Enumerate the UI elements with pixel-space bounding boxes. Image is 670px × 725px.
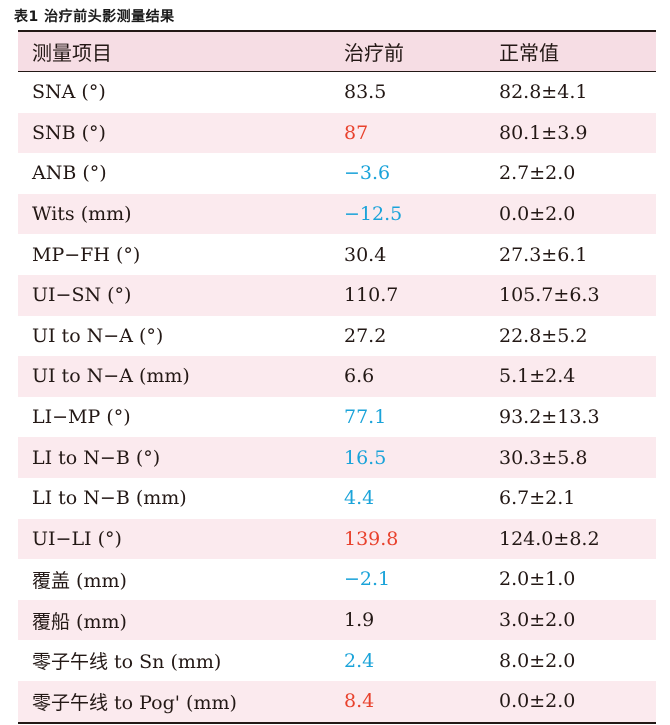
table-row: LI−MP (°) 77.1 93.2±13.3 xyxy=(18,396,656,438)
measurement-item-cell: 零子午线 to Pog' (mm) xyxy=(32,691,237,714)
cephalometric-table: 测量项目 治疗前 正常值 SNA (°) 83.5 82.8±4.1 SNB (°) 8… xyxy=(18,30,656,724)
measurement-item-cell: 覆盖 (mm) xyxy=(32,569,127,592)
normal-value-cell: 5.1±2.4 xyxy=(499,365,576,388)
normal-value-cell: 93.2±13.3 xyxy=(499,406,600,429)
normal-value-cell: 3.0±2.0 xyxy=(499,609,576,632)
table-caption: 表1 治疗前头影测量结果 xyxy=(14,9,175,25)
measurement-item-cell: SNB (°) xyxy=(32,121,106,144)
table-row: UI to N−A (°) 27.2 22.8±5.2 xyxy=(18,315,656,357)
table-header-row: 测量项目 治疗前 正常值 xyxy=(18,32,656,72)
normal-value-cell: 2.7±2.0 xyxy=(499,162,576,185)
measurement-item-cell: LI−MP (°) xyxy=(32,406,131,429)
header-item: 测量项目 xyxy=(32,41,112,65)
normal-value-cell: 2.0±1.0 xyxy=(499,568,576,591)
before-treatment-cell: 77.1 xyxy=(344,406,387,429)
normal-value-cell: 27.3±6.1 xyxy=(499,243,588,266)
normal-value-cell: 0.0±2.0 xyxy=(499,690,576,713)
measurement-item-cell: LI to N−B (°) xyxy=(32,446,161,469)
before-treatment-cell: −2.1 xyxy=(344,568,391,591)
before-treatment-cell: 4.4 xyxy=(344,487,375,510)
table-row: SNB (°) 87 80.1±3.9 xyxy=(18,112,656,154)
measurement-item-cell: LI to N−B (mm) xyxy=(32,487,187,510)
before-treatment-cell: 8.4 xyxy=(344,690,375,713)
normal-value-cell: 124.0±8.2 xyxy=(499,527,600,550)
table-row: UI to N−A (mm) 6.6 5.1±2.4 xyxy=(18,356,656,397)
before-treatment-cell: 6.6 xyxy=(344,365,375,388)
before-treatment-cell: 110.7 xyxy=(344,284,399,307)
table-row: 零子午线 to Pog' (mm) 8.4 0.0±2.0 xyxy=(18,680,656,722)
table-row: 零子午线 to Sn (mm) 2.4 8.0±2.0 xyxy=(18,640,656,681)
header-before-treatment: 治疗前 xyxy=(344,41,404,65)
table-row: 覆盖 (mm) −2.1 2.0±1.0 xyxy=(18,559,656,600)
measurement-item-cell: SNA (°) xyxy=(32,81,106,104)
before-treatment-cell: −3.6 xyxy=(344,162,391,185)
measurement-item-cell: UI to N−A (°) xyxy=(32,324,164,347)
normal-value-cell: 82.8±4.1 xyxy=(499,81,588,104)
table-row: LI to N−B (mm) 4.4 6.7±2.1 xyxy=(18,477,656,519)
header-normal-value: 正常值 xyxy=(499,41,559,65)
table-row: Wits (mm) −12.5 0.0±2.0 xyxy=(18,193,656,235)
measurement-item-cell: 覆船 (mm) xyxy=(32,610,127,633)
before-treatment-cell: 16.5 xyxy=(344,446,387,469)
table-row: ANB (°) −3.6 2.7±2.0 xyxy=(18,153,656,194)
table-row: 覆船 (mm) 1.9 3.0±2.0 xyxy=(18,599,656,641)
normal-value-cell: 105.7±6.3 xyxy=(499,284,600,307)
measurement-item-cell: MP−FH (°) xyxy=(32,243,141,266)
table-row: UI−SN (°) 110.7 105.7±6.3 xyxy=(18,274,656,316)
measurement-item-cell: 零子午线 to Sn (mm) xyxy=(32,651,222,674)
before-treatment-cell: 139.8 xyxy=(344,527,399,550)
measurement-item-cell: ANB (°) xyxy=(32,162,107,185)
measurement-item-cell: UI−LI (°) xyxy=(32,527,122,550)
before-treatment-cell: 2.4 xyxy=(344,649,375,672)
normal-value-cell: 0.0±2.0 xyxy=(499,203,576,226)
table-row: UI−LI (°) 139.8 124.0±8.2 xyxy=(18,518,656,560)
normal-value-cell: 8.0±2.0 xyxy=(499,649,576,672)
table-body: SNA (°) 83.5 82.8±4.1 SNB (°) 87 80.1±3.9 ANB … xyxy=(18,72,656,722)
before-treatment-cell: 87 xyxy=(344,121,369,144)
normal-value-cell: 30.3±5.8 xyxy=(499,446,588,469)
table-row: MP−FH (°) 30.4 27.3±6.1 xyxy=(18,234,656,275)
measurement-item-cell: UI to N−A (mm) xyxy=(32,365,190,388)
normal-value-cell: 22.8±5.2 xyxy=(499,324,588,347)
measurement-item-cell: Wits (mm) xyxy=(32,203,132,226)
normal-value-cell: 6.7±2.1 xyxy=(499,487,576,510)
before-treatment-cell: 27.2 xyxy=(344,324,387,347)
measurement-item-cell: UI−SN (°) xyxy=(32,284,132,307)
table-row: SNA (°) 83.5 82.8±4.1 xyxy=(18,72,656,113)
before-treatment-cell: 1.9 xyxy=(344,609,375,632)
normal-value-cell: 80.1±3.9 xyxy=(499,121,588,144)
before-treatment-cell: 30.4 xyxy=(344,243,387,266)
before-treatment-cell: 83.5 xyxy=(344,81,387,104)
table-row: LI to N−B (°) 16.5 30.3±5.8 xyxy=(18,437,656,478)
before-treatment-cell: −12.5 xyxy=(344,203,403,226)
